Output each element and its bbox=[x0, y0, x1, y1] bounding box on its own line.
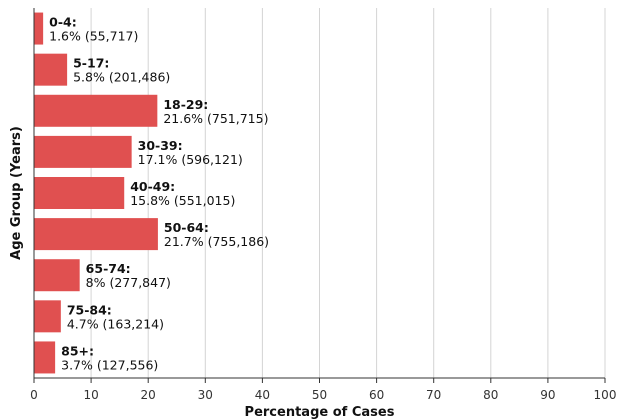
bar-category-label: 5-17: bbox=[73, 56, 109, 71]
bar-category-label: 50-64: bbox=[164, 220, 209, 235]
bar-85+ bbox=[34, 341, 56, 374]
bar-40-49 bbox=[34, 177, 125, 209]
x-tick-label: 100 bbox=[594, 388, 617, 402]
x-tick-label: 10 bbox=[83, 388, 98, 402]
bar-value-label: 3.7% (127,556) bbox=[61, 357, 158, 372]
bar-category-label: 65-74: bbox=[86, 261, 131, 276]
bar-labels: 0-4:1.6% (55,717) 5-17:5.8% (201,486) 18-2… bbox=[49, 15, 269, 373]
x-tick-label: 40 bbox=[255, 388, 270, 402]
y-axis-title: Age Group (Years) bbox=[9, 126, 24, 260]
bar-75-84 bbox=[34, 300, 61, 333]
x-tick-label: 20 bbox=[141, 388, 156, 402]
x-tick-label: 80 bbox=[483, 388, 498, 402]
bar-50-64 bbox=[34, 218, 158, 251]
bar-0-4 bbox=[34, 12, 44, 45]
bar-category-label: 30-39: bbox=[138, 138, 183, 153]
bar-5-17 bbox=[34, 53, 68, 86]
x-tick-label: 0 bbox=[30, 388, 38, 402]
bar-category-label: 75-84: bbox=[67, 302, 112, 317]
bar-30-39 bbox=[34, 135, 132, 168]
bars bbox=[34, 12, 158, 374]
x-tick-label: 50 bbox=[312, 388, 327, 402]
x-tick-label: 70 bbox=[426, 388, 441, 402]
bar-category-label: 0-4: bbox=[49, 15, 77, 30]
bar-value-label: 5.8% (201,486) bbox=[73, 70, 170, 85]
bar-value-label: 4.7% (163,214) bbox=[67, 316, 164, 331]
bar-value-label: 15.8% (551,015) bbox=[130, 193, 235, 208]
x-axis-title: Percentage of Cases bbox=[245, 405, 395, 419]
bar-value-label: 17.1% (596,121) bbox=[138, 152, 243, 167]
x-tick-label: 30 bbox=[198, 388, 213, 402]
bar-65-74 bbox=[34, 259, 80, 292]
bar-category-label: 85+: bbox=[61, 343, 94, 358]
bar-category-label: 18-29: bbox=[163, 97, 208, 112]
bar-value-label: 21.7% (755,186) bbox=[164, 234, 269, 249]
bar-value-label: 21.6% (751,715) bbox=[163, 111, 268, 126]
bar-value-label: 1.6% (55,717) bbox=[49, 29, 138, 44]
bar-category-label: 40-49: bbox=[130, 179, 175, 194]
grid-lines bbox=[90, 8, 606, 378]
bar-18-29 bbox=[34, 94, 158, 127]
x-tick-label: 60 bbox=[369, 388, 384, 402]
bar-value-label: 8% (277,847) bbox=[86, 275, 171, 290]
x-axis: 0 10 20 30 40 50 60 70 80 90 100 bbox=[30, 8, 616, 402]
x-tick-label: 90 bbox=[540, 388, 555, 402]
